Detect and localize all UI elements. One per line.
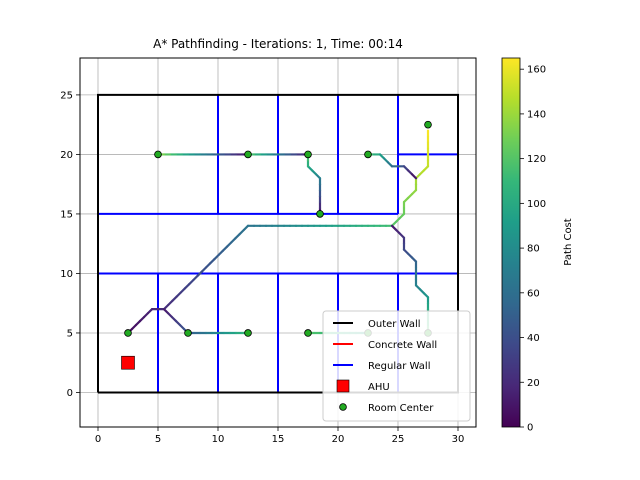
x-tick-label: 0 [95,434,101,445]
legend-entry: Concrete Wall [333,340,437,351]
room-center-marker [424,120,432,129]
legend-entry: AHU [336,379,390,393]
colorbar-tick-label: 80 [527,244,540,255]
colorbar: 0 20 40 60 80 100 120 140 160 Path Cost [501,57,574,434]
legend-box [322,310,471,422]
colorbar-tick-label: 40 [527,333,540,344]
legend-entry: Outer Wall [333,319,421,330]
legend-label: Concrete Wall [368,340,437,351]
chart-title: A* Pathfinding - Iterations: 1, Time: 00… [153,37,403,51]
legend-square-swatch [336,379,350,393]
x-tick-label: 30 [452,434,465,445]
colorbar-gradient [501,57,521,428]
y-tick-label: 25 [60,90,73,101]
y-tick-label: 10 [60,269,73,280]
room-center-marker [244,329,252,337]
y-tick-label: 15 [60,209,73,220]
legend-entry: Room Center [339,403,434,414]
legend-label: Room Center [368,403,434,414]
x-tick-label: 5 [155,434,161,445]
room-center-marker [316,210,324,218]
colorbar-label: Path Cost [563,218,574,265]
y-tick-label: 0 [67,388,73,399]
axis-ticks: 0 5 10 15 20 25 30 0 5 10 15 20 25 [60,90,464,445]
colorbar-tick-label: 20 [527,378,540,389]
room-center-marker [304,329,312,337]
legend: Outer Wall Concrete Wall Regular Wall AHU Ro… [322,310,471,422]
ahu-marker [121,355,135,370]
x-tick-label: 20 [332,434,345,445]
colorbar-tick-label: 100 [527,199,546,210]
colorbar-tick-label: 120 [527,154,546,165]
colorbar-tick-label: 0 [527,423,533,434]
room-center-marker [244,150,252,159]
room-center-marker [364,150,372,159]
room-center-marker [304,150,312,159]
colorbar-tick-label: 160 [527,65,546,76]
legend-label: AHU [368,382,390,393]
colorbar-tick-label: 140 [527,109,546,120]
room-center-marker [184,329,192,337]
legend-label: Outer Wall [368,319,421,330]
x-tick-label: 10 [212,434,225,445]
y-tick-label: 5 [67,328,73,339]
legend-label: Regular Wall [368,361,430,372]
legend-circle-swatch [339,403,347,411]
room-center-marker [124,329,132,337]
colorbar-tick-label: 60 [527,288,540,299]
y-tick-label: 20 [60,150,73,161]
x-tick-label: 15 [272,434,285,445]
x-tick-label: 25 [392,434,405,445]
legend-entry: Regular Wall [333,361,430,372]
room-center-marker [154,150,162,159]
path-segment [410,173,418,180]
